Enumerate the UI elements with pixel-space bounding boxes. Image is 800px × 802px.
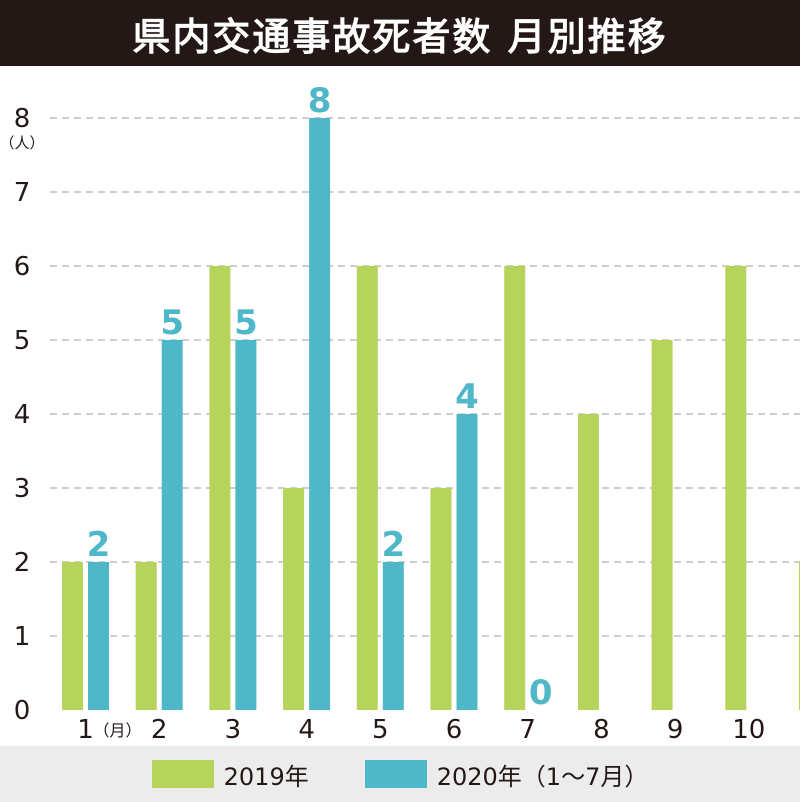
bar-2019 — [209, 266, 231, 710]
bar-2019 — [651, 340, 673, 710]
bar-2020 — [382, 562, 404, 710]
legend-swatch-2019 — [151, 760, 214, 788]
x-tick-label: 1 — [77, 715, 94, 745]
bar-2019 — [62, 562, 83, 710]
chart-title: 県内交通事故死者数 月別推移 — [132, 14, 668, 59]
bar-2019 — [577, 414, 599, 710]
data-label: 5 — [234, 303, 258, 343]
x-tick-label: 5 — [372, 715, 389, 745]
y-tick-label: 8 — [14, 104, 31, 134]
bar-2019 — [725, 266, 747, 710]
chart-title-bar: 県内交通事故死者数 月別推移 — [0, 0, 800, 66]
x-tick-label: 3 — [225, 715, 242, 745]
x-tick-label: 4 — [298, 715, 315, 745]
y-tick-label: 6 — [14, 252, 31, 282]
y-tick-label: 2 — [14, 548, 31, 578]
bar-2019 — [430, 488, 452, 710]
x-tick-label: 9 — [667, 715, 684, 745]
y-tick-label: 7 — [14, 178, 31, 208]
bar-2019 — [283, 488, 305, 710]
y-tick-label: 5 — [14, 326, 31, 356]
data-label: 4 — [455, 377, 479, 417]
bar-2020 — [161, 340, 183, 710]
y-tick-label: 3 — [14, 474, 31, 504]
bar-2019 — [504, 266, 526, 710]
x-tick-label: 8 — [593, 715, 610, 745]
legend-item-2020: 2020年（1〜7月） — [364, 757, 649, 792]
bar-2020 — [235, 340, 257, 710]
x-tick-label: 6 — [446, 715, 463, 745]
legend: 2019年 2020年（1〜7月） — [0, 746, 800, 802]
y-tick-label: 4 — [14, 400, 31, 430]
x-tick-label: 7 — [519, 715, 536, 745]
bar-2019 — [356, 266, 378, 710]
data-label: 5 — [160, 303, 184, 343]
data-label: 2 — [87, 525, 111, 565]
y-tick-label: 0 — [14, 696, 31, 726]
x-tick-label: 2 — [151, 715, 168, 745]
bar-2020 — [456, 414, 478, 710]
x-tick-label: 10 — [732, 715, 765, 745]
data-label: 8 — [308, 81, 332, 121]
legend-label-2019: 2019年 — [223, 762, 309, 791]
legend-item-2019: 2019年 — [151, 757, 309, 792]
bar-2020 — [88, 562, 109, 710]
legend-swatch-2020 — [364, 760, 427, 788]
legend-label-2020: 2020年（1〜7月） — [436, 762, 649, 791]
bar-2019 — [135, 562, 157, 710]
data-label: 2 — [381, 525, 405, 565]
y-tick-label: 1 — [14, 622, 31, 652]
x-axis-unit: （月） — [93, 721, 141, 740]
bar-2020 — [309, 118, 331, 710]
data-label: 0 — [529, 673, 553, 713]
y-axis-unit: （人） — [0, 134, 45, 152]
